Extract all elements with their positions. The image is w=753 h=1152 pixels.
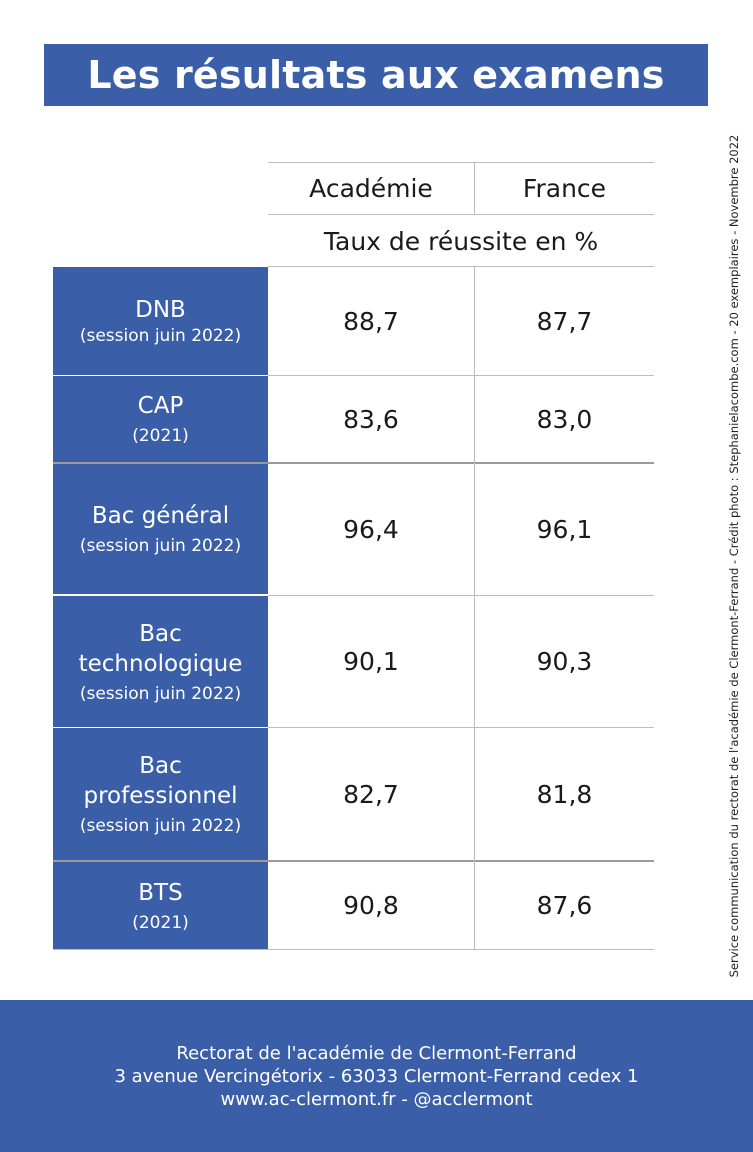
row-label-main: Bac général (91, 503, 230, 529)
cell-france: 83,0 (536, 404, 593, 434)
row-label-bac-general: Bac général (session juin 2022) (53, 464, 268, 594)
row-label-bac-technologique: Bac technologique (session juin 2022) (53, 596, 268, 727)
col-header-france: France (522, 174, 607, 203)
row-label-sub: (session juin 2022) (79, 326, 242, 346)
cell-academie: 90,1 (343, 647, 399, 676)
row-label-sub: (session juin 2022) (79, 683, 242, 704)
cell-france: 87,7 (536, 306, 593, 336)
cell-academie: 83,6 (343, 404, 399, 434)
footer-line-1: Rectorat de l'académie de Clermont-Ferra… (176, 1042, 577, 1064)
table-subheader: Taux de réussite en % (323, 226, 599, 256)
row-label-bts: BTS (2021) (53, 862, 268, 949)
page-title: Les résultats aux examens (44, 44, 708, 106)
row-divider (268, 375, 654, 376)
table-bottom-line (53, 949, 654, 950)
row-label-main: Bac technologique (78, 620, 243, 677)
cell-france: 96,1 (536, 514, 593, 544)
cell-academie: 82,7 (343, 779, 399, 809)
row-label-sub: (2021) (132, 912, 189, 933)
footer: Rectorat de l'académie de Clermont-Ferra… (0, 1000, 753, 1152)
cell-france: 81,8 (536, 779, 593, 809)
table-top-line (268, 162, 654, 163)
section-divider (53, 860, 654, 862)
body-col-divider (474, 267, 475, 949)
row-label-sub: (session juin 2022) (79, 816, 242, 836)
header-col-divider (474, 162, 475, 214)
footer-line-2: 3 avenue Vercingétorix - 63033 Clermont-… (114, 1065, 639, 1087)
cell-academie: 90,8 (343, 891, 399, 920)
cell-france: 90,3 (536, 647, 593, 676)
header-divider (268, 214, 654, 215)
row-label-dnb: DNB (session juin 2022) (53, 267, 268, 375)
row-label-bac-professionnel: Bac professionnel (session juin 2022) (53, 728, 268, 860)
side-credit: Service communication du rectorat de l'a… (727, 134, 741, 978)
subheader-divider (268, 266, 654, 267)
row-label-sub: (session juin 2022) (79, 536, 242, 556)
cell-academie: 96,4 (343, 514, 399, 544)
cell-academie: 88,7 (343, 306, 399, 336)
row-label-cap: CAP (2021) (53, 376, 268, 462)
footer-line-3: www.ac-clermont.fr - @acclermont (220, 1088, 533, 1110)
row-divider (268, 595, 654, 596)
row-label-main: DNB (135, 297, 186, 323)
cell-france: 87,6 (536, 891, 593, 920)
row-label-main: BTS (138, 879, 183, 906)
col-header-academie: Académie (309, 174, 433, 203)
row-label-main: CAP (137, 393, 184, 419)
section-divider (53, 462, 654, 464)
row-label-main: Bac professionnel (83, 753, 238, 809)
row-divider (268, 727, 654, 728)
row-label-sub: (2021) (132, 426, 189, 446)
